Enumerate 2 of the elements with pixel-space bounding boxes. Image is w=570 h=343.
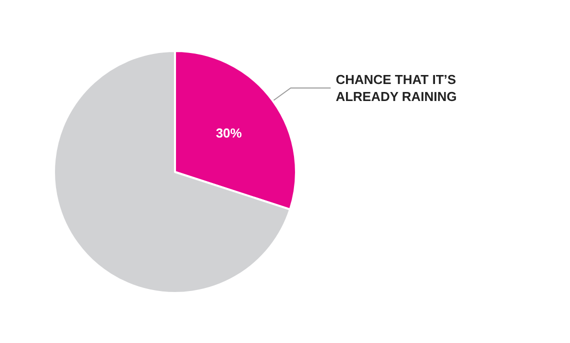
data-label: 30% (216, 125, 242, 140)
slice-label: CHANCE THAT IT’S ALREADY RAINING (336, 72, 460, 104)
